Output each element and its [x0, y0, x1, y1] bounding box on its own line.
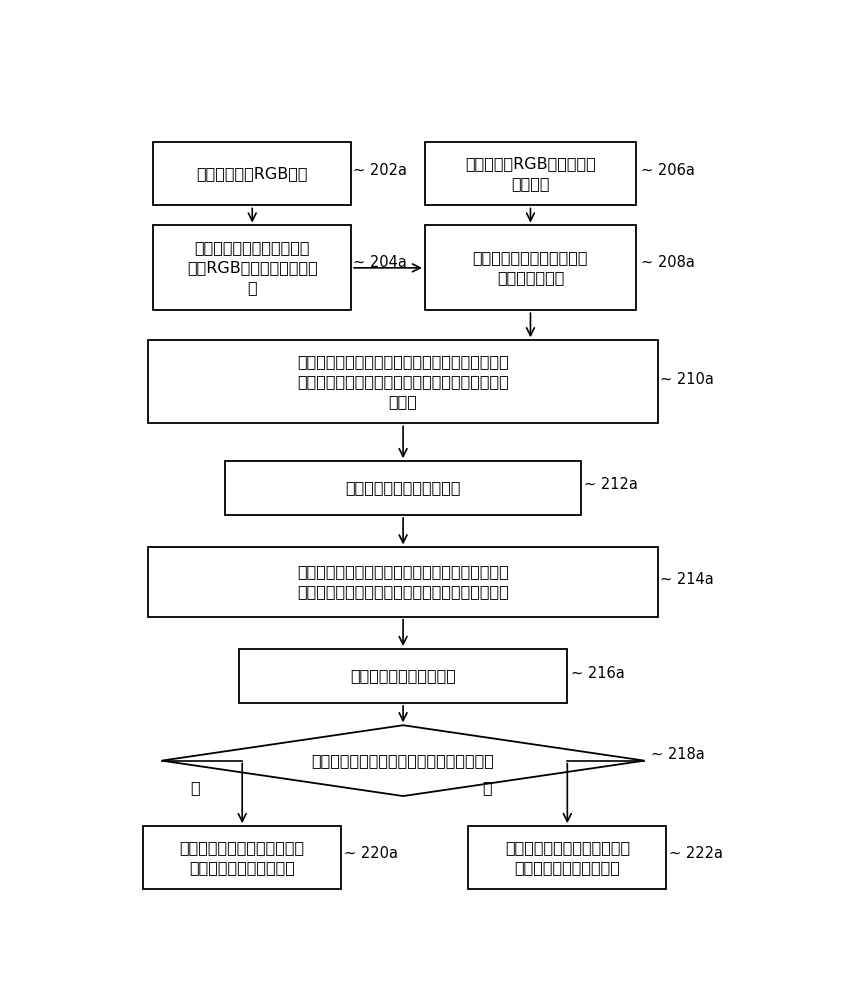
Bar [425, 142, 636, 205]
Text: ~ 220a: ~ 220a [344, 846, 398, 861]
Text: 取次高频次的深度数据作为交
互人与机器人之间的距离: 取次高频次的深度数据作为交 互人与机器人之间的距离 [505, 840, 630, 875]
Bar [226, 461, 580, 515]
Text: 从所述深度图中提取矩形框
区域的深度数据: 从所述深度图中提取矩形框 区域的深度数据 [472, 250, 588, 285]
Text: 获取交互人的RGB图像: 获取交互人的RGB图像 [196, 166, 308, 181]
Text: 再次扫描过滤后的深度数据，统计各个深度数据在
本次扫描中出现的频次，并按照频次高低进行排序: 再次扫描过滤后的深度数据，统计各个深度数据在 本次扫描中出现的频次，并按照频次高… [298, 565, 509, 599]
Bar [144, 826, 341, 889]
Text: ~ 202a: ~ 202a [353, 163, 407, 178]
Text: ~ 212a: ~ 212a [584, 477, 638, 492]
Text: 是: 是 [190, 780, 200, 795]
Text: 否: 否 [482, 780, 491, 795]
Bar [149, 340, 658, 423]
Bar [153, 142, 351, 205]
Text: ~ 208a: ~ 208a [641, 255, 695, 270]
Text: 取最高频次的深度数据作为交
互人与机器人之间的距离: 取最高频次的深度数据作为交 互人与机器人之间的距离 [180, 840, 304, 875]
Text: 判断计算得到的宽高比是否满足正常宽高比: 判断计算得到的宽高比是否满足正常宽高比 [311, 753, 495, 768]
Text: 对矩形框区域进行行扫描，统计每行中各个深度数
据出现的频次，以出现频次最高的深度数据作为扫
描结果: 对矩形框区域进行行扫描，统计每行中各个深度数 据出现的频次，以出现频次最高的深度… [298, 355, 509, 409]
Text: 计算矩形框区域的宽高比: 计算矩形框区域的宽高比 [350, 668, 456, 683]
Text: ~ 206a: ~ 206a [641, 163, 695, 178]
Bar [239, 649, 567, 703]
Text: ~ 204a: ~ 204a [353, 255, 407, 270]
Text: ~ 210a: ~ 210a [660, 372, 714, 387]
Text: ~ 222a: ~ 222a [670, 846, 723, 861]
Text: 过滤扫描结果中的无效数据: 过滤扫描结果中的无效数据 [345, 481, 461, 496]
Bar [425, 225, 636, 310]
Bar [153, 225, 351, 310]
Text: ~ 218a: ~ 218a [651, 747, 705, 762]
Text: 获取与所述RGB图像对齐后
的深度图: 获取与所述RGB图像对齐后 的深度图 [465, 156, 596, 191]
Bar [469, 826, 666, 889]
Text: ~ 216a: ~ 216a [571, 666, 625, 681]
Polygon shape [162, 725, 644, 796]
Text: 基于人体检测算法确定交互
人在RGB图像中的矩形框区
域: 基于人体检测算法确定交互 人在RGB图像中的矩形框区 域 [187, 241, 317, 295]
Bar [149, 547, 658, 617]
Text: ~ 214a: ~ 214a [660, 572, 714, 587]
